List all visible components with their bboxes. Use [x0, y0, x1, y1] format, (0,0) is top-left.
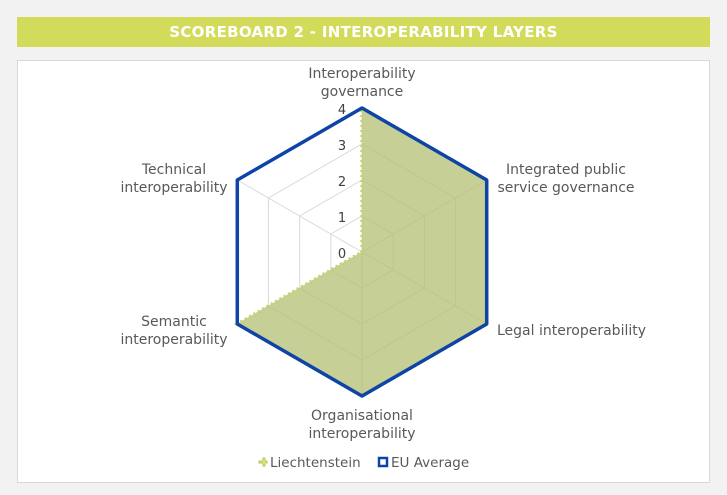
category-label: Technical interoperability: [120, 162, 227, 196]
tick-label-1: 1: [338, 211, 346, 226]
legend-marker-liechtenstein: [258, 457, 268, 467]
tick-label-2: 2: [338, 175, 346, 190]
category-label: Semantic interoperability: [120, 314, 227, 348]
chart-legend: Liechtenstein EU Average: [258, 455, 469, 471]
legend-label-liechtenstein: Liechtenstein: [270, 455, 361, 471]
tick-label-4: 4: [338, 103, 346, 118]
category-label: Integrated public service governance: [497, 162, 634, 196]
legend-label-eu-average: EU Average: [391, 455, 469, 471]
category-label: Legal interoperability: [497, 323, 646, 339]
category-label: Interoperability governance: [308, 66, 415, 100]
tick-label-3: 3: [338, 139, 346, 154]
legend-marker-eu-average: [379, 458, 387, 466]
radar-ticks: 0 1 2 3 4: [338, 103, 346, 262]
category-label: Organisational interoperability: [308, 408, 415, 442]
tick-label-0: 0: [338, 247, 346, 262]
radar-series: [237, 108, 486, 396]
series-liechtenstein: [237, 108, 486, 396]
